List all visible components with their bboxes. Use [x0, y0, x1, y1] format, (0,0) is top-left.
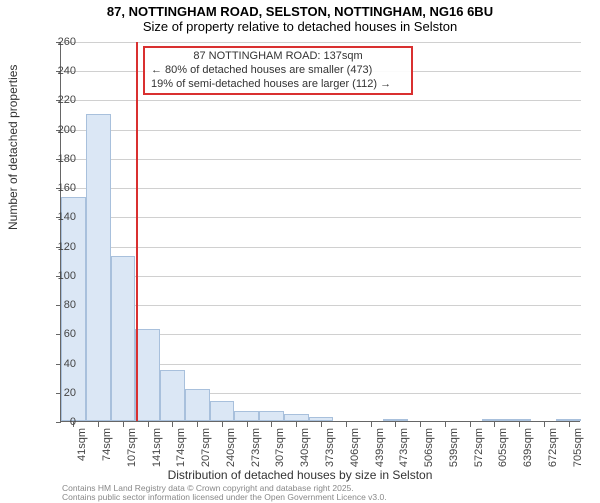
xtick-label: 340sqm	[299, 428, 311, 467]
xtick-label: 473sqm	[398, 428, 410, 467]
xtick-label: 174sqm	[175, 428, 187, 467]
histogram-bar	[210, 401, 235, 421]
xtick-label: 572sqm	[473, 428, 485, 467]
xtick-label: 406sqm	[349, 428, 361, 467]
xtick-mark	[445, 422, 446, 427]
histogram-bar	[135, 329, 160, 421]
xtick-label: 74sqm	[101, 428, 113, 461]
ytick-label: 80	[46, 299, 76, 311]
xtick-mark	[98, 422, 99, 427]
xtick-label: 107sqm	[126, 428, 138, 467]
xtick-label: 439sqm	[374, 428, 386, 467]
chart-area: 87 NOTTINGHAM ROAD: 137sqm← 80% of detac…	[60, 42, 580, 422]
xtick-label: 506sqm	[423, 428, 435, 467]
xtick-mark	[470, 422, 471, 427]
histogram-bar	[507, 419, 532, 421]
ytick-label: 260	[46, 36, 76, 48]
ytick-label: 180	[46, 153, 76, 165]
gridline	[61, 42, 581, 43]
xtick-mark	[494, 422, 495, 427]
xtick-label: 273sqm	[250, 428, 262, 467]
histogram-bar	[111, 256, 136, 421]
xtick-label: 605sqm	[497, 428, 509, 467]
xtick-mark	[371, 422, 372, 427]
xtick-label: 705sqm	[572, 428, 584, 467]
xtick-label: 307sqm	[274, 428, 286, 467]
ytick-label: 160	[46, 182, 76, 194]
xtick-label: 41sqm	[76, 428, 88, 461]
xtick-mark	[172, 422, 173, 427]
ytick-label: 60	[46, 328, 76, 340]
xtick-mark	[247, 422, 248, 427]
ytick-label: 200	[46, 124, 76, 136]
y-axis-label: Number of detached properties	[6, 65, 20, 230]
histogram-bar	[259, 411, 284, 421]
histogram-bar	[185, 389, 210, 421]
page-title-2: Size of property relative to detached ho…	[0, 19, 600, 34]
x-axis-label: Distribution of detached houses by size …	[0, 468, 600, 482]
xtick-mark	[197, 422, 198, 427]
page-title-1: 87, NOTTINGHAM ROAD, SELSTON, NOTTINGHAM…	[0, 4, 600, 19]
ytick-label: 140	[46, 211, 76, 223]
histogram-bar	[284, 414, 309, 421]
xtick-label: 207sqm	[200, 428, 212, 467]
gridline	[61, 276, 581, 277]
annotation-line: 87 NOTTINGHAM ROAD: 137sqm	[151, 50, 405, 64]
xtick-label: 672sqm	[547, 428, 559, 467]
attribution-line-2: Contains public sector information licen…	[62, 493, 387, 502]
ytick-label: 40	[46, 358, 76, 370]
ytick-label: 0	[46, 416, 76, 428]
histogram-bar	[309, 417, 334, 421]
histogram-bar	[160, 370, 185, 421]
gridline	[61, 305, 581, 306]
xtick-mark	[296, 422, 297, 427]
xtick-label: 141sqm	[151, 428, 163, 467]
gridline	[61, 247, 581, 248]
xtick-mark	[569, 422, 570, 427]
gridline	[61, 130, 581, 131]
gridline	[61, 217, 581, 218]
xtick-mark	[222, 422, 223, 427]
gridline	[61, 100, 581, 101]
annotation-box: 87 NOTTINGHAM ROAD: 137sqm← 80% of detac…	[143, 46, 413, 95]
xtick-mark	[271, 422, 272, 427]
xtick-mark	[420, 422, 421, 427]
histogram-bar	[556, 419, 581, 421]
annotation-line: ← 80% of detached houses are smaller (47…	[151, 64, 405, 78]
histogram-bar	[234, 411, 259, 421]
plot-region: 87 NOTTINGHAM ROAD: 137sqm← 80% of detac…	[60, 42, 580, 422]
xtick-label: 539sqm	[448, 428, 460, 467]
ytick-label: 240	[46, 65, 76, 77]
annotation-line: 19% of semi-detached houses are larger (…	[151, 78, 405, 92]
ytick-label: 120	[46, 241, 76, 253]
gridline	[61, 188, 581, 189]
xtick-mark	[321, 422, 322, 427]
xtick-label: 240sqm	[225, 428, 237, 467]
ytick-label: 220	[46, 94, 76, 106]
xtick-mark	[519, 422, 520, 427]
xtick-mark	[395, 422, 396, 427]
xtick-mark	[346, 422, 347, 427]
histogram-bar	[482, 419, 507, 421]
ytick-label: 20	[46, 387, 76, 399]
xtick-mark	[148, 422, 149, 427]
xtick-label: 373sqm	[324, 428, 336, 467]
ytick-label: 100	[46, 270, 76, 282]
gridline	[61, 159, 581, 160]
xtick-mark	[544, 422, 545, 427]
histogram-bar	[86, 114, 111, 421]
histogram-bar	[383, 419, 408, 421]
xtick-mark	[123, 422, 124, 427]
subject-marker-line	[136, 42, 138, 421]
xtick-label: 639sqm	[522, 428, 534, 467]
